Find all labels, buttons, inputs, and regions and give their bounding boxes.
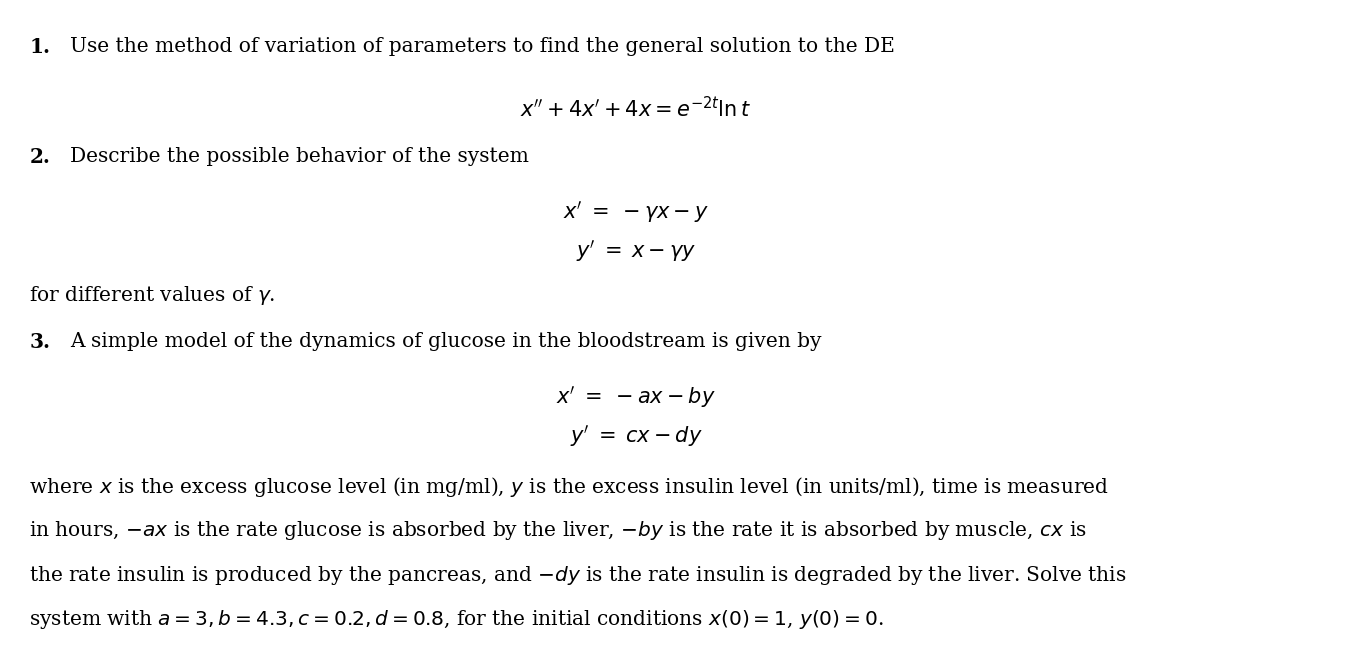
Text: system with $a = 3, b = 4.3, c = 0.2, d = 0.8$, for the initial conditions $x(0): system with $a = 3, b = 4.3, c = 0.2, d … bbox=[30, 608, 884, 630]
Text: Describe the possible behavior of the system: Describe the possible behavior of the sy… bbox=[70, 147, 528, 166]
Text: where $x$ is the excess glucose level (in mg/ml), $y$ is the excess insulin leve: where $x$ is the excess glucose level (i… bbox=[30, 475, 1109, 499]
Text: Use the method of variation of parameters to find the general solution to the DE: Use the method of variation of parameter… bbox=[70, 37, 895, 56]
Text: $y'\; = \;cx - dy$: $y'\; = \;cx - dy$ bbox=[570, 423, 702, 449]
Text: $y'\; = \;x - \gamma y$: $y'\; = \;x - \gamma y$ bbox=[576, 239, 696, 264]
Text: $x'' + 4x' + 4x = e^{-2t}\ln t$: $x'' + 4x' + 4x = e^{-2t}\ln t$ bbox=[520, 96, 752, 121]
Text: 2.: 2. bbox=[30, 147, 50, 168]
Text: A simple model of the dynamics of glucose in the bloodstream is given by: A simple model of the dynamics of glucos… bbox=[70, 333, 821, 351]
Text: for different values of $\gamma$.: for different values of $\gamma$. bbox=[30, 284, 276, 307]
Text: 3.: 3. bbox=[30, 333, 50, 353]
Text: $x'\; = \;-\gamma x - y$: $x'\; = \;-\gamma x - y$ bbox=[563, 200, 709, 226]
Text: 1.: 1. bbox=[30, 37, 50, 57]
Text: in hours, $-ax$ is the rate glucose is absorbed by the liver, $-by$ is the rate : in hours, $-ax$ is the rate glucose is a… bbox=[30, 520, 1086, 542]
Text: the rate insulin is produced by the pancreas, and $-dy$ is the rate insulin is d: the rate insulin is produced by the panc… bbox=[30, 563, 1127, 587]
Text: $x'\; = \;-ax - by$: $x'\; = \;-ax - by$ bbox=[557, 385, 716, 410]
